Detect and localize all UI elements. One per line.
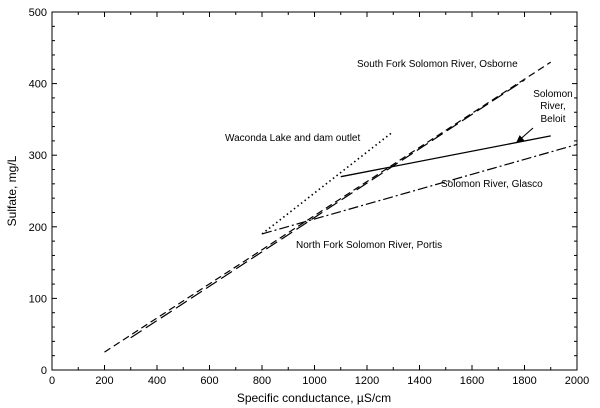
beloit-arrow-head xyxy=(516,135,525,143)
series-lines xyxy=(104,61,578,353)
x-tick-label: 1400 xyxy=(407,375,431,387)
annotation-north-fork-portis: North Fork Solomon River, Portis xyxy=(296,240,442,251)
y-tick-label: 500 xyxy=(29,7,47,19)
annotation-solomon-beloit-line2: River, xyxy=(540,101,566,112)
series-line-beloit xyxy=(340,135,551,178)
x-axis-title: Specific conductance, µS/cm xyxy=(237,391,391,405)
x-tick-label: 2000 xyxy=(565,375,589,387)
x-tick-label: 200 xyxy=(95,375,113,387)
annotation-solomon-glasco: Solomon River, Glasco xyxy=(441,179,543,190)
axis-ticks: 0 200 400 600 800 1000 1200 1400 1600 1800 2000 0 10… xyxy=(29,7,590,387)
y-tick-label: 100 xyxy=(29,293,47,305)
annotations: South Fork Solomon River, Osborne Waconda… xyxy=(225,59,573,251)
x-tick-label: 1800 xyxy=(512,375,536,387)
y-tick-label: 200 xyxy=(29,222,47,234)
annotation-south-fork-osborne: South Fork Solomon River, Osborne xyxy=(357,59,518,70)
series-line-glasco xyxy=(261,143,578,235)
y-tick-label: 400 xyxy=(29,79,47,91)
x-tick-label: 0 xyxy=(49,375,55,387)
annotation-solomon-beloit-line3: Beloit xyxy=(540,114,565,125)
series-line-waconda xyxy=(261,130,394,235)
y-axis-title: Sulfate, mg/L xyxy=(5,155,19,226)
x-tick-label: 1000 xyxy=(302,375,326,387)
series-line-north_fork xyxy=(130,79,525,339)
x-tick-label: 400 xyxy=(148,375,166,387)
series-line-south_fork xyxy=(104,61,552,353)
x-tick-label: 800 xyxy=(253,375,271,387)
x-tick-label: 1600 xyxy=(460,375,484,387)
y-tick-label: 0 xyxy=(41,365,47,377)
annotation-solomon-beloit-line1: Solomon xyxy=(533,89,572,100)
annotation-waconda-lake: Waconda Lake and dam outlet xyxy=(225,133,360,144)
x-tick-label: 1200 xyxy=(355,375,379,387)
x-tick-label: 600 xyxy=(200,375,218,387)
y-tick-label: 300 xyxy=(29,150,47,162)
